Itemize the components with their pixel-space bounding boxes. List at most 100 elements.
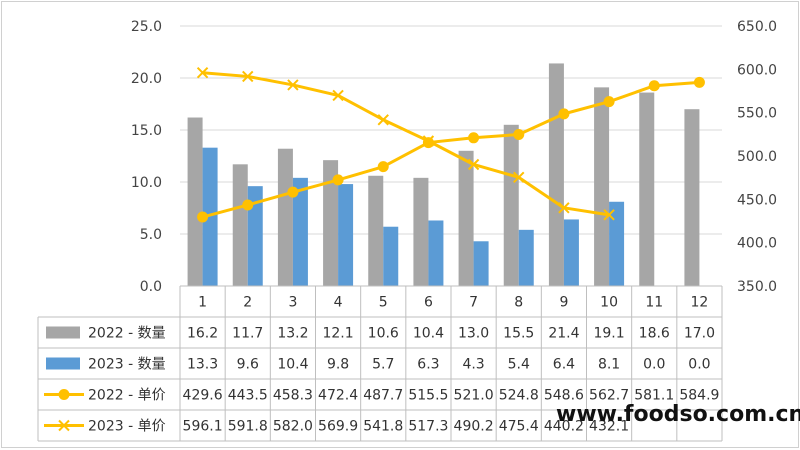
data-label: 16.2 — [187, 326, 218, 342]
data-label: 487.7 — [363, 388, 403, 404]
data-label: 490.2 — [454, 419, 494, 435]
legend-marker — [58, 389, 70, 400]
line-point — [468, 132, 480, 144]
data-label: 440.2 — [544, 419, 584, 435]
data-label: 18.6 — [639, 326, 670, 342]
bar-a — [232, 164, 248, 286]
bar-a — [639, 92, 655, 286]
data-label: 0.0 — [688, 357, 710, 373]
data-label: 472.4 — [318, 388, 358, 404]
line-point — [513, 129, 525, 141]
bar-a — [684, 109, 700, 286]
data-label: 584.9 — [679, 388, 719, 404]
series-line — [202, 71, 610, 217]
bar-a — [594, 87, 610, 286]
y-left-tick-label: 20.0 — [131, 71, 162, 87]
legend-key — [46, 357, 80, 370]
x-tick-label: 6 — [424, 295, 433, 311]
y-left-tick-label: 5.0 — [140, 227, 162, 243]
bar-a — [277, 148, 293, 286]
bar-a — [368, 175, 384, 286]
line-point — [242, 70, 254, 83]
data-label: 517.3 — [408, 419, 448, 435]
data-label: 541.8 — [363, 419, 403, 435]
x-tick-label: 4 — [334, 295, 343, 311]
line-point — [513, 171, 525, 184]
x-tick-label: 3 — [288, 295, 297, 311]
data-label: 10.4 — [277, 357, 308, 373]
line-point — [558, 108, 570, 120]
data-label: 548.6 — [544, 388, 584, 404]
y-right-tick-label: 650.0 — [737, 19, 777, 35]
line-point — [422, 135, 435, 147]
bar-b — [202, 147, 218, 286]
line-point — [603, 209, 615, 221]
y-right-tick-label: 500.0 — [737, 149, 777, 165]
bar-b — [563, 219, 579, 286]
x-tick-label: 5 — [379, 295, 388, 311]
legend-label: 2022 - 数量 — [88, 326, 166, 342]
bar-b — [292, 177, 308, 286]
data-label: 475.4 — [499, 419, 539, 435]
data-label: 5.7 — [372, 357, 394, 373]
line-point — [287, 79, 299, 91]
x-tick-label: 1 — [198, 295, 207, 311]
line-point — [287, 186, 299, 198]
data-label: 562.7 — [589, 388, 629, 404]
y-right-tick-label: 400.0 — [737, 236, 777, 252]
data-label: 8.1 — [598, 357, 620, 373]
data-label: 9.6 — [237, 357, 259, 373]
line-point — [332, 89, 344, 102]
line-point — [377, 161, 389, 173]
bar-a — [458, 150, 474, 286]
line-point — [377, 114, 389, 126]
x-tick-label: 10 — [600, 295, 618, 311]
bar-b — [609, 201, 625, 286]
legend-marker — [58, 419, 70, 432]
data-label: 10.4 — [413, 326, 444, 342]
legend-key — [46, 326, 80, 339]
bar-b — [383, 226, 399, 286]
bar-b — [247, 186, 263, 286]
data-label: 4.3 — [462, 357, 484, 373]
data-label: 9.8 — [327, 357, 349, 373]
data-label: 432.1 — [589, 419, 629, 435]
line-point — [197, 211, 209, 223]
data-label: 5.4 — [508, 357, 530, 373]
line-point — [467, 158, 480, 171]
data-label: 19.1 — [593, 326, 624, 342]
bar-a — [187, 117, 203, 287]
x-tick-label: 11 — [645, 295, 663, 311]
series-line — [202, 80, 700, 219]
data-label: 443.5 — [228, 388, 268, 404]
data-label: 458.3 — [273, 388, 313, 404]
x-tick-label: 8 — [514, 295, 523, 311]
data-label: 15.5 — [503, 326, 534, 342]
y-left-tick-label: 15.0 — [131, 123, 162, 139]
data-label: 6.3 — [417, 357, 439, 373]
bar-b — [473, 241, 489, 286]
y-right-tick-label: 550.0 — [737, 106, 777, 122]
data-label: 569.9 — [318, 419, 358, 435]
legend-label: 2023 - 单价 — [88, 419, 166, 435]
data-label: 521.0 — [454, 388, 494, 404]
data-label: 10.6 — [368, 326, 399, 342]
data-label: 6.4 — [553, 357, 575, 373]
data-label: 13.3 — [187, 357, 218, 373]
data-label: 582.0 — [273, 419, 313, 435]
bar-b — [428, 220, 444, 286]
x-tick-label: 12 — [691, 295, 709, 311]
line-point — [693, 76, 705, 88]
bar-b — [518, 229, 534, 286]
line-point — [242, 199, 254, 211]
x-tick-label: 9 — [559, 295, 568, 311]
x-tick-label: 7 — [469, 295, 478, 311]
data-label: 0.0 — [643, 357, 665, 373]
bar-a — [503, 124, 519, 286]
y-left-tick-label: 25.0 — [131, 19, 162, 35]
y-right-tick-label: 450.0 — [737, 192, 777, 208]
data-label: 515.5 — [408, 388, 448, 404]
